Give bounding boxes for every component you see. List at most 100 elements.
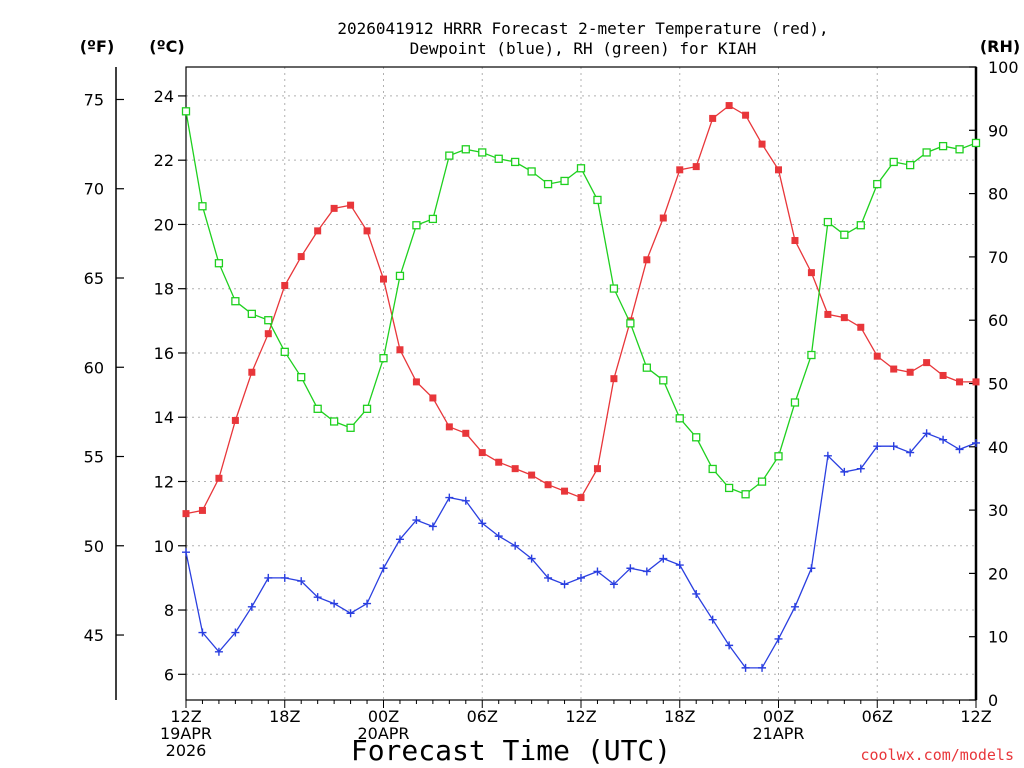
dewpoint-point xyxy=(774,634,783,643)
temperature-point xyxy=(906,368,914,376)
rh-point xyxy=(247,309,256,319)
rh-point xyxy=(626,319,635,328)
rh-tick-label: 60 xyxy=(988,311,1008,330)
rh-tick-label: 90 xyxy=(988,121,1008,140)
x-tick-label: 12Z xyxy=(565,707,596,726)
dewpoint-point xyxy=(198,628,207,637)
x-tick-label: 00Z xyxy=(763,707,794,726)
temperature-point xyxy=(709,114,717,122)
fahrenheit-tick-label: 55 xyxy=(84,448,104,467)
rh-point xyxy=(609,284,619,293)
temperature-point xyxy=(643,256,651,264)
rh-point xyxy=(313,404,322,413)
temperature-point xyxy=(396,346,404,354)
fahrenheit-tick-label: 65 xyxy=(84,269,104,288)
temperature-point xyxy=(380,275,387,283)
rh-point xyxy=(560,176,569,186)
rh-tick-label: 0 xyxy=(988,691,998,710)
chart-title-line-1: 2026041912 HRRR Forecast 2-meter Tempera… xyxy=(337,19,828,38)
dewpoint-point xyxy=(922,429,931,438)
temperature-point xyxy=(561,487,569,495)
rh-point xyxy=(938,141,948,151)
temperature-point xyxy=(939,371,947,379)
temperature-point xyxy=(758,140,766,148)
temperature-point xyxy=(775,166,782,174)
temperature-point xyxy=(231,416,239,424)
dewpoint-point xyxy=(840,467,849,476)
fahrenheit-tick-label: 75 xyxy=(84,90,104,109)
rh-point xyxy=(543,179,553,189)
x-tick-label: 18Z xyxy=(269,707,300,726)
rh-point xyxy=(708,464,717,474)
dewpoint-point xyxy=(182,548,190,557)
rh-tick-label: 30 xyxy=(988,501,1008,520)
dewpoint-point xyxy=(873,442,882,451)
chart-title-line-2: Dewpoint (blue), RH (green) for KIAH xyxy=(410,39,757,58)
rh-point xyxy=(823,217,833,227)
dewpoint-point xyxy=(214,647,223,656)
temperature-point xyxy=(807,269,815,277)
temperature-point xyxy=(330,204,338,212)
rh-tick-label: 10 xyxy=(988,628,1008,647)
fahrenheit-tick-label: 50 xyxy=(84,537,104,556)
temperature-point xyxy=(676,166,684,174)
fahrenheit-tick-label: 70 xyxy=(84,180,104,199)
temperature-point xyxy=(511,465,519,473)
celsius-tick-label: 12 xyxy=(154,473,174,492)
celsius-tick-label: 10 xyxy=(154,537,174,556)
rh-point xyxy=(807,350,816,360)
rh-point xyxy=(297,373,306,382)
rh-point xyxy=(576,164,586,173)
x-tick-label: 12Z xyxy=(960,707,991,726)
dewpoint-point xyxy=(790,602,799,611)
rh-unit-label: (RH) xyxy=(980,37,1020,56)
dewpoint-point xyxy=(626,564,635,573)
rh-point xyxy=(181,107,191,116)
dewpoint-point xyxy=(247,602,256,611)
celsius-tick-label: 16 xyxy=(154,344,174,363)
temperature-point xyxy=(248,368,256,376)
temperature-point xyxy=(215,474,223,482)
rh-point xyxy=(906,160,915,170)
rh-point xyxy=(412,221,421,230)
temperature-point xyxy=(445,423,453,431)
dewpoint-point xyxy=(363,599,372,608)
rh-point xyxy=(593,195,602,205)
rh-point xyxy=(511,157,520,167)
rh-point xyxy=(478,148,487,157)
tick-labels-layer: 6 8 10 12 14 16 18 20 22 24 45 50 55 60 65 70 75 0 10 20 30 4… xyxy=(84,58,1019,760)
dewpoint-point xyxy=(856,464,865,473)
rh-point xyxy=(790,398,800,407)
dewpoint-point xyxy=(972,438,980,447)
dewpoint-point xyxy=(955,445,964,454)
rh-point xyxy=(840,230,849,239)
credit-text: coolwx.com/models xyxy=(860,746,1014,764)
dewpoint-point xyxy=(823,451,832,460)
rh-point xyxy=(214,259,224,268)
temperature-point xyxy=(972,378,980,386)
dewpoint-point xyxy=(231,628,240,637)
rh-point xyxy=(280,347,289,357)
temperature-point xyxy=(412,378,420,386)
x-tick-label: 19APR xyxy=(160,724,212,743)
rh-point xyxy=(724,483,734,493)
dewpoint-point xyxy=(544,573,553,582)
temperature-point xyxy=(692,163,700,171)
dewpoint-point xyxy=(741,663,750,672)
rh-point xyxy=(362,404,372,413)
celsius-tick-label: 8 xyxy=(164,601,174,620)
dewpoint-point xyxy=(461,496,470,505)
rh-point xyxy=(741,490,750,499)
fahrenheit-unit-label: (ºF) xyxy=(80,37,115,56)
series-layer xyxy=(181,102,981,672)
rh-point xyxy=(198,202,207,211)
rh-point xyxy=(692,433,701,442)
x-tick-label: 00Z xyxy=(368,707,399,726)
dewpoint-point xyxy=(675,561,684,570)
rh-point xyxy=(445,151,454,160)
temperature-point xyxy=(462,429,470,437)
dewpoint-point xyxy=(527,554,536,563)
rh-point xyxy=(329,417,339,426)
fahrenheit-tick-label: 60 xyxy=(84,358,104,377)
rh-point xyxy=(527,167,536,176)
